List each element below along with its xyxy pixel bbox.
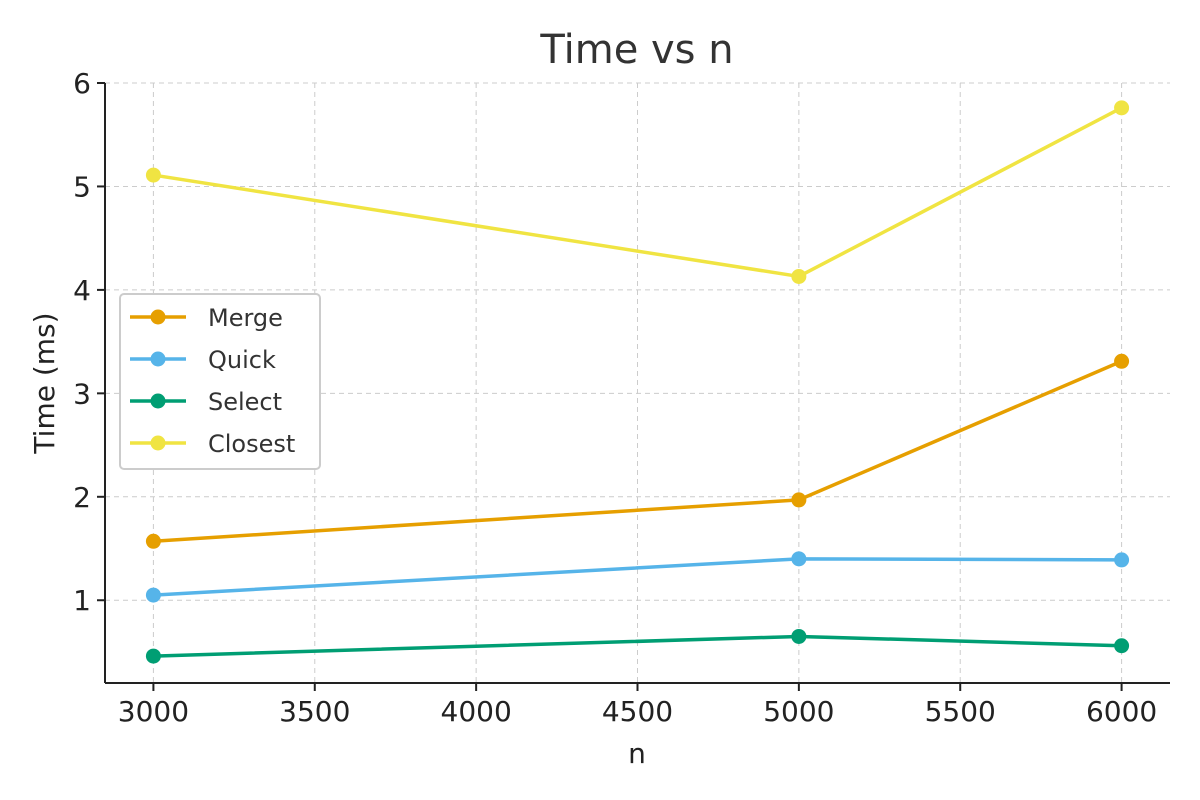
series-closest xyxy=(145,100,1130,284)
y-tick-label: 3 xyxy=(73,377,91,410)
x-tick-label: 3500 xyxy=(279,695,350,728)
legend-label: Quick xyxy=(208,346,276,374)
legend-entry-select: Select xyxy=(130,388,282,416)
data-point-closest xyxy=(791,268,807,284)
y-tick-label: 1 xyxy=(73,584,91,617)
data-point-merge xyxy=(1114,353,1130,369)
data-point-quick xyxy=(145,587,161,603)
series-select xyxy=(145,628,1130,664)
chart-title: Time vs n xyxy=(539,27,733,73)
y-tick-label: 4 xyxy=(73,274,91,307)
x-tick-label: 4500 xyxy=(602,695,673,728)
data-point-quick xyxy=(791,551,807,567)
data-point-merge xyxy=(145,533,161,549)
legend-entry-merge: Merge xyxy=(130,304,283,332)
y-tick-label: 2 xyxy=(73,481,91,514)
x-tick-label: 5500 xyxy=(925,695,996,728)
legend: Merge Quick Select Closest xyxy=(119,293,321,470)
data-point-merge xyxy=(791,492,807,508)
series-merge xyxy=(145,353,1130,549)
data-point-select xyxy=(1114,638,1130,654)
grid xyxy=(105,82,1170,683)
data-point-closest xyxy=(1114,100,1130,116)
x-axis-label: n xyxy=(628,737,646,770)
series-quick xyxy=(145,551,1130,603)
data-point-select xyxy=(791,628,807,644)
x-tick-label: 6000 xyxy=(1086,695,1157,728)
legend-swatch-marker xyxy=(150,435,166,451)
legend-entry-quick: Quick xyxy=(130,346,276,374)
legend-swatch-marker xyxy=(150,393,166,409)
legend-label: Select xyxy=(208,388,282,416)
y-tick-label: 6 xyxy=(73,67,91,100)
y-axis-label: Time (ms) xyxy=(28,312,61,454)
plot-series xyxy=(145,100,1130,664)
data-point-closest xyxy=(145,167,161,183)
data-point-select xyxy=(145,648,161,664)
legend-swatch-marker xyxy=(150,309,166,325)
x-ticks: 3000 3500 4000 4500 5000 5500 6000 xyxy=(118,683,1157,728)
data-point-quick xyxy=(1114,552,1130,568)
x-tick-label: 3000 xyxy=(118,695,189,728)
y-ticks: 1 2 3 4 5 6 xyxy=(73,67,105,617)
legend-label: Closest xyxy=(208,430,295,458)
legend-swatch-marker xyxy=(150,351,166,367)
legend-label: Merge xyxy=(208,304,283,332)
y-tick-label: 5 xyxy=(73,170,91,203)
x-tick-label: 4000 xyxy=(441,695,512,728)
legend-box xyxy=(119,293,321,470)
legend-entry-closest: Closest xyxy=(130,430,295,458)
x-tick-label: 5000 xyxy=(763,695,834,728)
